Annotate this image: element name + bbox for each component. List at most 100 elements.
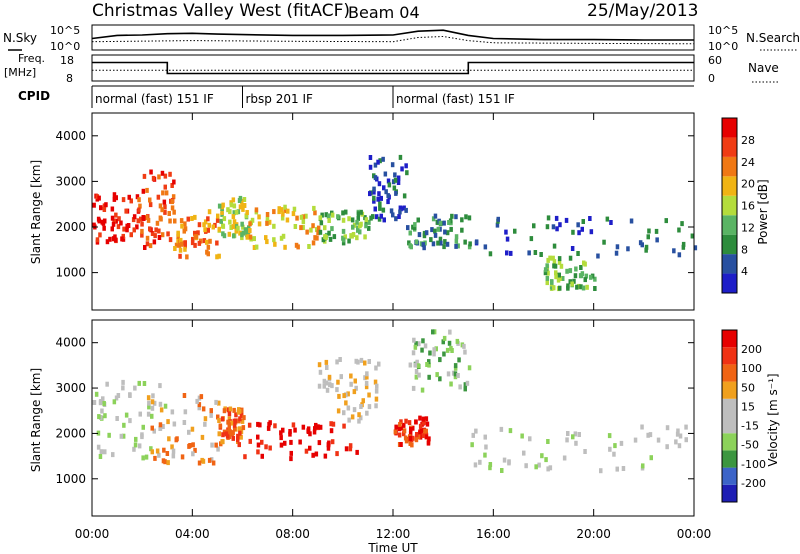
data-cell <box>564 217 569 223</box>
data-cell <box>227 416 232 422</box>
data-cell <box>443 239 447 245</box>
data-cell <box>313 235 317 241</box>
colorbar-tick-label: 15 <box>741 400 755 413</box>
data-cell <box>98 454 103 459</box>
data-cell <box>357 418 361 424</box>
colorbar-tick-label: 16 <box>741 200 755 213</box>
data-cell <box>168 171 172 177</box>
data-cell <box>646 234 650 240</box>
data-cell <box>232 418 236 424</box>
data-cell <box>605 216 610 222</box>
data-cell <box>415 359 419 365</box>
data-cell <box>163 173 168 179</box>
colorbar-swatch <box>722 398 737 416</box>
data-cell <box>451 370 456 376</box>
data-cell <box>142 381 147 386</box>
velocity-panel-frame <box>91 319 695 517</box>
data-cell <box>545 224 550 230</box>
data-cell <box>148 197 152 203</box>
data-cell <box>257 221 262 227</box>
data-cell <box>149 446 153 452</box>
data-cell <box>384 189 388 195</box>
data-cell <box>377 216 382 222</box>
data-cell <box>191 236 195 242</box>
colorbar-swatch <box>722 450 737 468</box>
data-cell <box>426 440 431 446</box>
data-cell <box>242 203 247 208</box>
data-cell <box>463 349 467 355</box>
data-cell <box>110 215 115 221</box>
data-cell <box>387 182 392 188</box>
colorbar-frame <box>721 329 738 503</box>
data-cell <box>328 236 333 242</box>
freq-series-line <box>92 61 694 75</box>
data-cell <box>368 155 373 160</box>
data-cell <box>545 263 549 269</box>
data-cell <box>577 283 581 289</box>
data-cell <box>665 444 669 450</box>
power-colorbar: 4 8 12 16 20 24 28 <box>721 117 755 294</box>
data-cell <box>296 244 300 250</box>
data-cell <box>414 239 419 245</box>
data-cell <box>197 240 202 246</box>
data-cell <box>402 422 406 428</box>
data-cell <box>367 219 371 225</box>
data-cell <box>170 444 174 450</box>
data-cell <box>324 234 328 240</box>
data-cell <box>216 414 220 420</box>
data-cell <box>217 253 221 259</box>
data-cell <box>115 416 119 421</box>
data-cell <box>315 227 319 233</box>
data-cell <box>288 431 292 437</box>
data-cell <box>551 255 555 261</box>
data-cell <box>257 214 261 220</box>
data-cell <box>386 193 390 199</box>
data-cell <box>376 159 380 165</box>
data-cell <box>435 219 440 225</box>
data-cell <box>142 216 146 221</box>
data-cell <box>378 201 382 207</box>
data-cell <box>588 216 592 221</box>
freq-right-tick-top: 60 <box>708 54 722 67</box>
data-cell <box>456 243 460 249</box>
data-cell <box>545 280 549 286</box>
data-cell <box>273 423 277 429</box>
data-cell <box>463 239 467 245</box>
data-cell <box>167 436 171 442</box>
data-cell <box>330 226 334 232</box>
x-tick-label: 04:00 <box>175 527 210 541</box>
noise-right-label: N.Search <box>746 31 800 45</box>
data-cell <box>436 240 440 246</box>
data-cell <box>427 374 431 380</box>
data-cell <box>273 241 277 247</box>
y-tick-label: 4000 <box>55 336 86 350</box>
data-cell <box>431 241 436 247</box>
data-cell <box>234 412 238 418</box>
data-cell <box>408 435 413 441</box>
data-cell <box>222 429 227 435</box>
data-cell <box>579 284 583 290</box>
data-cell <box>245 210 249 215</box>
data-cell <box>364 380 369 386</box>
cpid-segment-label-2: normal (fast) 151 IF <box>396 92 515 106</box>
data-cell <box>187 443 191 449</box>
data-cell <box>413 225 417 231</box>
data-cell <box>170 183 174 188</box>
data-cell <box>203 227 207 233</box>
data-cell <box>209 408 213 414</box>
data-cell <box>646 432 650 438</box>
data-cell <box>348 443 353 449</box>
data-cell <box>408 362 413 368</box>
data-cell <box>456 373 460 378</box>
data-cell <box>341 228 346 234</box>
colorbar-tick-label: 100 <box>741 362 762 375</box>
freq-right-tick-bottom: 0 <box>708 72 715 85</box>
data-cell <box>344 446 349 452</box>
colorbar-swatch <box>722 347 737 365</box>
data-cell <box>438 376 442 382</box>
data-cell <box>119 220 123 226</box>
data-cell <box>576 251 580 256</box>
x-tick-label: 12:00 <box>376 527 411 541</box>
data-cell <box>101 220 106 226</box>
data-cell <box>291 422 296 428</box>
